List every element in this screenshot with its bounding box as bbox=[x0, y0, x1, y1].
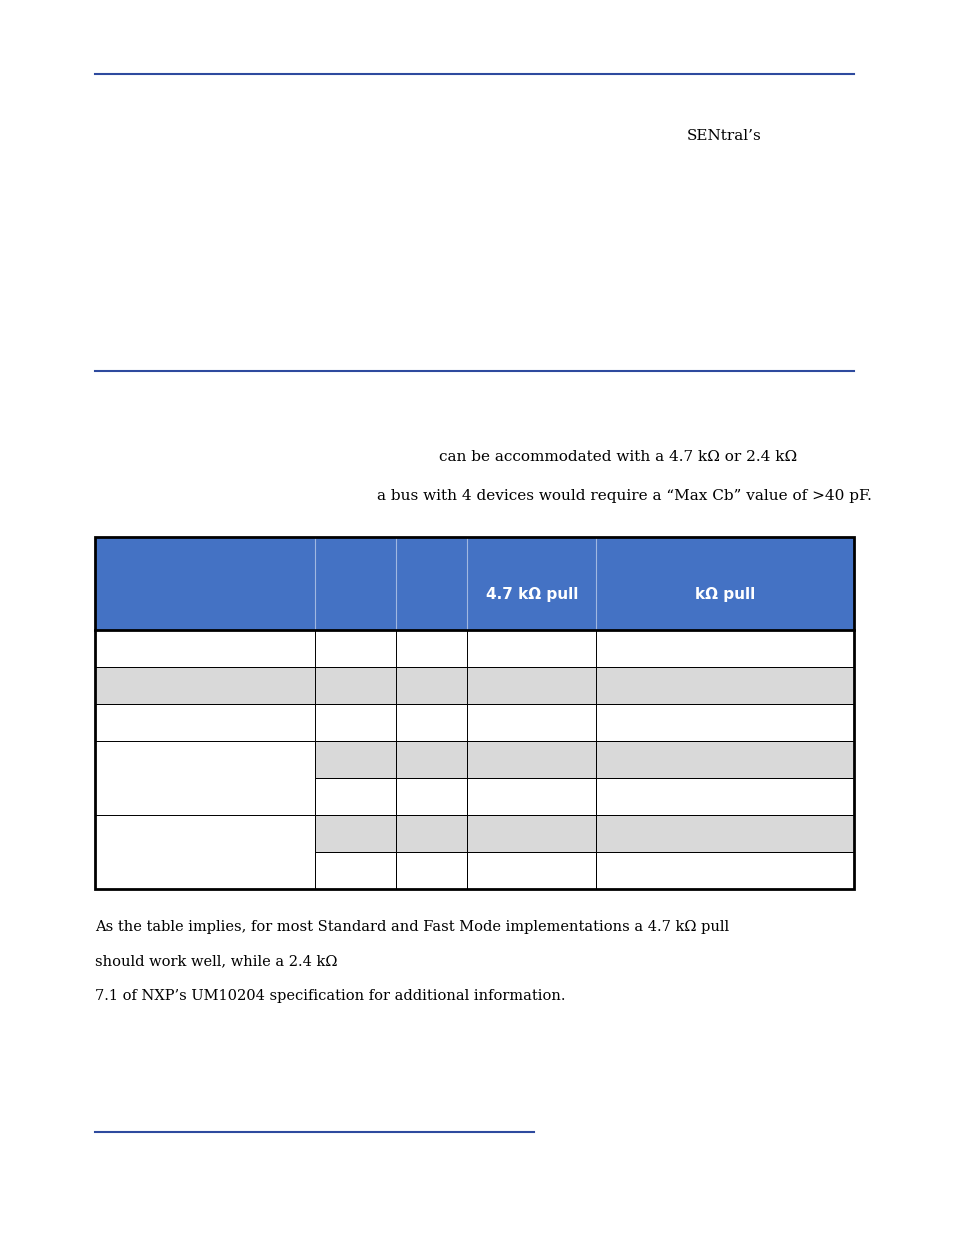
Bar bbox=[95, 537, 853, 630]
Bar bbox=[467, 852, 596, 889]
Bar bbox=[314, 852, 395, 889]
Bar bbox=[95, 704, 853, 741]
Text: should work well, while a 2.4 kΩ: should work well, while a 2.4 kΩ bbox=[95, 955, 337, 968]
Bar bbox=[395, 815, 467, 852]
Text: kΩ pull: kΩ pull bbox=[694, 587, 755, 603]
Text: 7.1 of NXP’s UM10204 specification for additional information.: 7.1 of NXP’s UM10204 specification for a… bbox=[95, 989, 565, 1003]
Text: As the table implies, for most Standard and Fast Mode implementations a 4.7 kΩ p: As the table implies, for most Standard … bbox=[95, 920, 729, 934]
Bar bbox=[395, 778, 467, 815]
Bar bbox=[467, 741, 596, 778]
Bar bbox=[95, 667, 853, 704]
Bar bbox=[596, 741, 853, 778]
Bar bbox=[314, 815, 395, 852]
Text: SENtral’s: SENtral’s bbox=[686, 128, 760, 143]
Bar bbox=[395, 741, 467, 778]
Bar bbox=[596, 852, 853, 889]
Bar bbox=[95, 537, 853, 889]
Bar bbox=[395, 852, 467, 889]
Bar bbox=[314, 778, 395, 815]
Bar bbox=[596, 815, 853, 852]
Bar bbox=[95, 815, 314, 889]
Bar bbox=[95, 630, 853, 667]
Text: 4.7 kΩ pull: 4.7 kΩ pull bbox=[485, 587, 578, 603]
Bar bbox=[596, 778, 853, 815]
Bar bbox=[314, 741, 395, 778]
Bar bbox=[467, 778, 596, 815]
Text: can be accommodated with a 4.7 kΩ or 2.4 kΩ: can be accommodated with a 4.7 kΩ or 2.4… bbox=[438, 450, 796, 464]
Text: a bus with 4 devices would require a “Max Cb” value of >40 pF.: a bus with 4 devices would require a “Ma… bbox=[376, 489, 871, 504]
Bar bbox=[467, 815, 596, 852]
Bar bbox=[95, 741, 314, 815]
